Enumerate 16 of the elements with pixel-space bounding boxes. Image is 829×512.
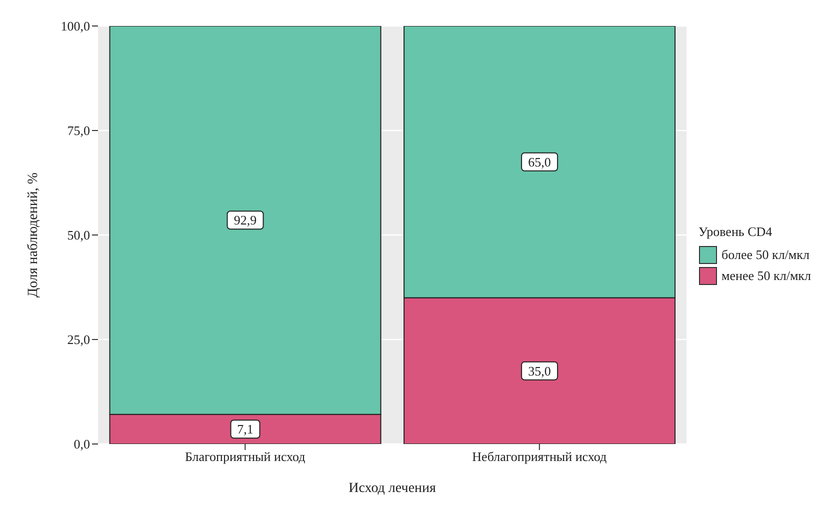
data-label: 35,0	[528, 363, 551, 378]
y-axis-title: Доля наблюдений, %	[26, 172, 41, 298]
legend-label: менее 50 кл/мкл	[722, 268, 811, 284]
y-tick-label: 25,0	[67, 332, 90, 348]
x-axis-title: Исход лечения	[348, 481, 437, 496]
y-tick-label: 0,0	[74, 436, 90, 452]
data-label: 92,9	[234, 212, 257, 228]
y-tick-label: 50,0	[67, 228, 90, 243]
y-tick-label: 75,0	[67, 123, 90, 138]
x-tick-label: Неблагоприятный исход	[472, 449, 608, 464]
x-tick-label: Благоприятный исход	[184, 449, 306, 464]
data-label: 7,1	[237, 422, 254, 437]
text: более 50 кл/мкл	[722, 247, 810, 263]
y-tick-label: 100,0	[60, 18, 90, 34]
legend-title: Уровень CD4	[698, 224, 774, 240]
data-label: 65,0	[528, 154, 551, 170]
